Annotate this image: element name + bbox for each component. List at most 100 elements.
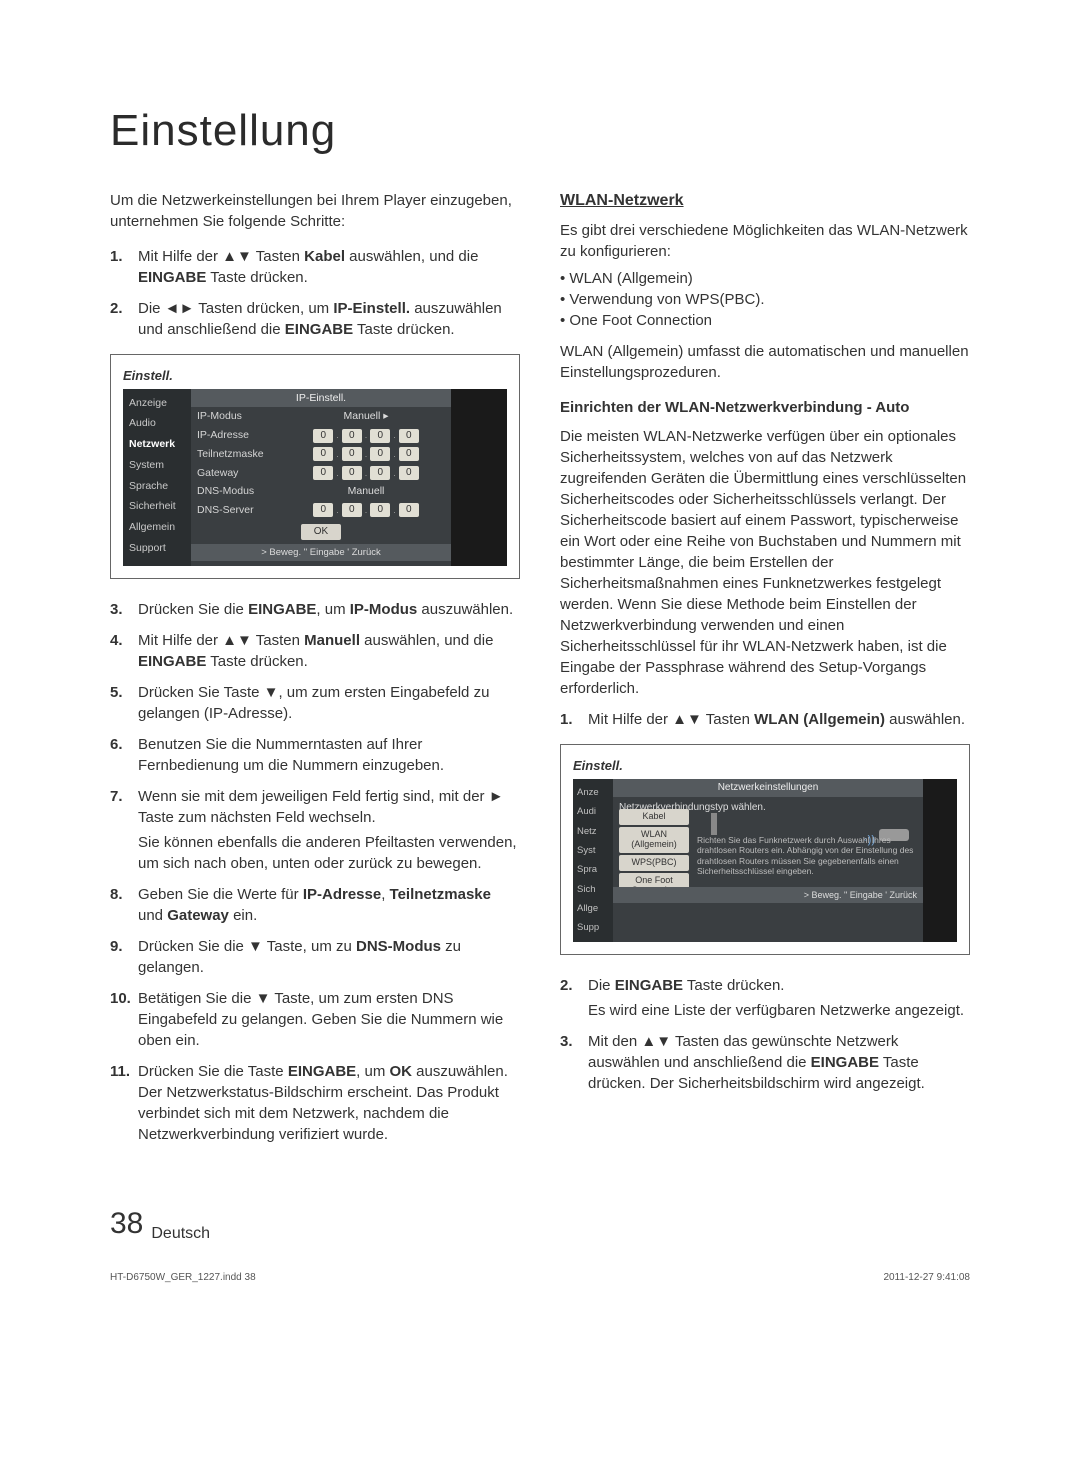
sidebar-item[interactable]: Sprache <box>123 476 191 497</box>
step-num: 1. <box>560 709 588 730</box>
intro-text: Um die Netzwerkeinstellungen bei Ihrem P… <box>110 190 520 232</box>
steps-b: 3.Drücken Sie die EINGABE, um IP-Modus a… <box>110 599 520 1145</box>
screenshot-ip-einstell: Einstell. Anzeige Audio Netzwerk System … <box>110 354 520 580</box>
panel-title: IP-Einstell. <box>191 389 451 408</box>
row-label: Gateway <box>197 466 287 481</box>
ok-button[interactable]: OK <box>301 524 341 540</box>
screenshot-netzwerkeinstellungen: Einstell. Anze Audi Netz Syst Spra Sich … <box>560 744 970 955</box>
step-num: 11. <box>110 1061 138 1145</box>
step-body: Drücken Sie die ▼ Taste, um zu DNS-Modus… <box>138 936 520 978</box>
step-num: 2. <box>560 975 588 1021</box>
ip-octet[interactable]: 0 <box>313 503 333 517</box>
settings-content: IP-Einstell. IP-ModusManuell ▸IP-Adresse… <box>191 389 451 567</box>
step-num: 2. <box>110 298 138 340</box>
settings-row: IP-Adresse0.0.0.0 <box>197 426 445 445</box>
ip-octet[interactable]: 0 <box>370 503 390 517</box>
bullet: WLAN (Allgemein) <box>560 268 970 289</box>
sidebar-item[interactable]: Syst <box>573 841 613 860</box>
page-footer: 38 Deutsch <box>110 1203 970 1245</box>
ip-octet[interactable]: 0 <box>342 429 362 443</box>
option-wlan[interactable]: WLAN (Allgemein) <box>619 827 689 853</box>
settings-sidebar: Anzeige Audio Netzwerk System Sprache Si… <box>123 389 191 567</box>
settings-row: Gateway0.0.0.0 <box>197 464 445 483</box>
step-num: 4. <box>110 630 138 672</box>
row-label: DNS-Server <box>197 503 287 518</box>
row-value[interactable]: Manuell ▸ <box>287 409 445 424</box>
step-body: Wenn sie mit dem jeweiligen Feld fertig … <box>138 786 520 874</box>
ip-octet[interactable]: 0 <box>313 429 333 443</box>
sidebar-item[interactable]: Anzeige <box>123 393 191 414</box>
row-value[interactable]: Manuell <box>287 484 445 499</box>
step-num: 3. <box>110 599 138 620</box>
step-body: Mit den ▲▼ Tasten das gewünschte Netzwer… <box>588 1031 970 1094</box>
sidebar-item[interactable]: Supp <box>573 918 613 937</box>
window-title: Einstell. <box>123 367 507 385</box>
bottom-bar: > Beweg. " Eingabe ' Zurück <box>191 544 451 561</box>
print-date: 2011-12-27 9:41:08 <box>883 1271 970 1285</box>
wlan-bullets: WLAN (Allgemein) Verwendung von WPS(PBC)… <box>560 268 970 331</box>
settings-sidebar: Anze Audi Netz Syst Spra Sich Allge Supp <box>573 779 613 941</box>
settings-row: DNS-Server0.0.0.0 <box>197 501 445 520</box>
sidebar-item[interactable]: System <box>123 455 191 476</box>
ip-field[interactable]: 0.0.0.0 <box>287 503 445 517</box>
bullet: One Foot Connection <box>560 310 970 331</box>
sidebar-item[interactable]: Allge <box>573 899 613 918</box>
ip-field[interactable]: 0.0.0.0 <box>287 466 445 480</box>
sidebar-item[interactable]: Allgemein <box>123 517 191 538</box>
sidebar-item[interactable]: Anze <box>573 783 613 802</box>
step-body: Geben Sie die Werte für IP-Adresse, Teil… <box>138 884 520 926</box>
ip-octet[interactable]: 0 <box>313 466 333 480</box>
settings-row: IP-ModusManuell ▸ <box>197 407 445 426</box>
sidebar-item[interactable]: Sicherheit <box>123 496 191 517</box>
step-num: 6. <box>110 734 138 776</box>
window-title: Einstell. <box>573 757 957 775</box>
steps-r2: 2.Die EINGABE Taste drücken.Es wird eine… <box>560 975 970 1094</box>
step-body: Drücken Sie die EINGABE, um IP-Modus aus… <box>138 599 520 620</box>
print-metadata: HT-D6750W_GER_1227.indd 38 2011-12-27 9:… <box>110 1271 970 1285</box>
sidebar-item[interactable]: Spra <box>573 860 613 879</box>
row-label: IP-Adresse <box>197 428 287 443</box>
sidebar-item[interactable]: Netzwerk <box>123 434 191 455</box>
sidebar-item[interactable]: Sich <box>573 880 613 899</box>
settings-row: Teilnetzmaske0.0.0.0 <box>197 445 445 464</box>
sidebar-item[interactable]: Audi <box>573 802 613 821</box>
ip-octet[interactable]: 0 <box>370 447 390 461</box>
sidebar-item[interactable]: Netz <box>573 822 613 841</box>
sidebar-item[interactable]: Support <box>123 538 191 559</box>
step-num: 8. <box>110 884 138 926</box>
option-kabel[interactable]: Kabel <box>619 809 689 825</box>
step-body: Mit Hilfe der ▲▼ Tasten WLAN (Allgemein)… <box>588 709 970 730</box>
ip-octet[interactable]: 0 <box>342 447 362 461</box>
right-column: WLAN-Netzwerk Es gibt drei verschiedene … <box>560 190 970 1156</box>
ip-octet[interactable]: 0 <box>313 447 333 461</box>
ip-octet[interactable]: 0 <box>370 466 390 480</box>
ip-octet[interactable]: 0 <box>342 466 362 480</box>
step-body: Mit Hilfe der ▲▼ Tasten Kabel auswählen,… <box>138 246 520 288</box>
ip-field[interactable]: 0.0.0.0 <box>287 429 445 443</box>
step-body: Drücken Sie Taste ▼, um zum ersten Einga… <box>138 682 520 724</box>
row-label: DNS-Modus <box>197 484 287 499</box>
ip-octet[interactable]: 0 <box>342 503 362 517</box>
dark-gutter <box>923 779 957 941</box>
auto-para: Die meisten WLAN-Netzwerke verfügen über… <box>560 426 970 699</box>
option-description: Richten Sie das Funknetzwerk durch Auswa… <box>697 835 917 876</box>
option-wps[interactable]: WPS(PBC) <box>619 855 689 871</box>
step-body: Benutzen Sie die Nummerntasten auf Ihrer… <box>138 734 520 776</box>
antenna-icon <box>711 813 717 835</box>
page-title: Einstellung <box>110 100 970 162</box>
print-file: HT-D6750W_GER_1227.indd 38 <box>110 1271 256 1285</box>
ip-octet[interactable]: 0 <box>399 503 419 517</box>
ip-octet[interactable]: 0 <box>370 429 390 443</box>
step-num: 10. <box>110 988 138 1051</box>
ip-field[interactable]: 0.0.0.0 <box>287 447 445 461</box>
step-body: Die EINGABE Taste drücken.Es wird eine L… <box>588 975 970 1021</box>
steps-a: 1.Mit Hilfe der ▲▼ Tasten Kabel auswähle… <box>110 246 520 340</box>
ip-octet[interactable]: 0 <box>399 429 419 443</box>
row-label: IP-Modus <box>197 409 287 424</box>
step-num: 3. <box>560 1031 588 1094</box>
wlan-heading: WLAN-Netzwerk <box>560 190 970 212</box>
sidebar-item[interactable]: Audio <box>123 413 191 434</box>
ip-octet[interactable]: 0 <box>399 447 419 461</box>
wlan-intro: Es gibt drei verschiedene Möglichkeiten … <box>560 220 970 262</box>
ip-octet[interactable]: 0 <box>399 466 419 480</box>
